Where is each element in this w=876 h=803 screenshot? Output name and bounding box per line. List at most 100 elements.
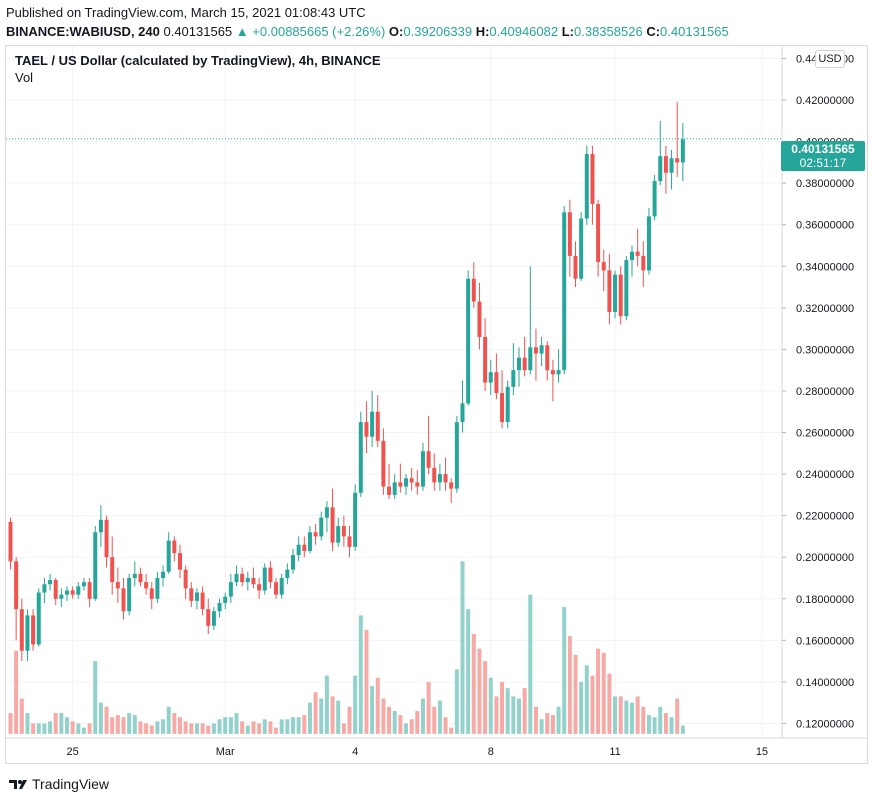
volume-bar (211, 723, 216, 734)
candle (607, 253, 612, 325)
volume-bar (65, 717, 69, 734)
brand-name: TradingView (32, 776, 110, 792)
candle-body (268, 567, 273, 583)
candle (646, 208, 651, 275)
volume-bar (302, 715, 307, 734)
volume-bar (336, 700, 341, 734)
x-tick-label: Mar (216, 746, 235, 758)
candle (31, 609, 36, 651)
candle (618, 266, 623, 325)
volume-bar (347, 706, 352, 734)
candle-body (426, 451, 431, 468)
volume-bars (8, 561, 685, 734)
candle (93, 526, 98, 601)
candle (398, 463, 403, 493)
candle (268, 561, 273, 589)
close-label: C: (646, 24, 661, 39)
volume-bar (443, 717, 448, 734)
volume-bar (104, 706, 109, 734)
chart-title-block: TAEL / US Dollar (calculated by TradingV… (15, 52, 381, 86)
candle (663, 145, 668, 194)
candle (522, 336, 527, 377)
volume-bar (517, 698, 521, 734)
volume-bar (307, 702, 312, 734)
y-tick-label: 0.24000000 (796, 469, 854, 481)
volume-bar (14, 650, 19, 734)
candle (477, 282, 482, 350)
volume-bar (110, 717, 115, 734)
candle (471, 262, 476, 308)
candle (381, 428, 386, 495)
candle-body (211, 611, 216, 626)
candle-body (110, 557, 115, 583)
candle (296, 536, 301, 562)
volume-bar (358, 615, 363, 734)
candle-body (618, 274, 623, 317)
volume-bar (36, 723, 41, 734)
volume-bar (635, 696, 640, 734)
candle (76, 582, 81, 599)
candle (291, 548, 295, 574)
volume-bar (228, 717, 233, 734)
candle-body (98, 519, 103, 533)
volume-bar (93, 661, 98, 734)
volume-bar (641, 706, 646, 734)
candle-body (494, 372, 499, 394)
volume-bar (115, 715, 120, 734)
candle-body (630, 251, 634, 261)
candle (539, 336, 544, 367)
candle (590, 145, 595, 225)
candle-body (680, 139, 685, 163)
candle-body (545, 345, 550, 371)
candle (274, 577, 279, 599)
candle-body (223, 596, 228, 603)
volume-bar (449, 727, 454, 734)
candle-body (466, 278, 471, 404)
candle (302, 536, 307, 558)
candle (387, 463, 392, 500)
y-tick-label: 0.38000000 (796, 178, 854, 190)
candle-body (596, 203, 601, 263)
volume-bar (8, 713, 13, 734)
candle (680, 122, 685, 182)
candle (251, 567, 256, 589)
candle (189, 582, 194, 608)
candle (500, 370, 505, 429)
candle (630, 245, 634, 277)
chart-frame (5, 45, 868, 764)
volume-bar (680, 725, 685, 734)
volume-bar (494, 696, 499, 734)
last-price: 0.40131565 (163, 24, 233, 39)
volume-bar (550, 715, 555, 734)
volume-bar (183, 721, 188, 734)
volume-bar (19, 698, 24, 734)
volume-bar (53, 713, 58, 734)
footer-brand[interactable]: TradingView (8, 775, 109, 793)
candle (200, 586, 205, 616)
volume-bar (477, 648, 482, 734)
volume-bar (257, 723, 262, 734)
volume-bar (172, 713, 177, 734)
candle-body (646, 216, 651, 271)
currency-button[interactable]: USD (815, 50, 845, 68)
candle-body (522, 357, 527, 371)
symbol-label: BINANCE:WABIUSD, 240 (6, 24, 160, 39)
volume-bar (556, 706, 561, 734)
change-arrow-icon: ▲ (235, 24, 249, 39)
candle-body (104, 519, 109, 558)
candle-body (567, 212, 572, 256)
volume-bar (132, 715, 137, 734)
candle (347, 526, 352, 558)
candle (257, 577, 262, 599)
volume-bar (127, 713, 132, 734)
y-tick-label: 0.42000000 (796, 95, 854, 107)
candle (42, 577, 47, 603)
x-tick-label: 11 (609, 746, 620, 758)
volume-bar (579, 681, 584, 734)
candle-body (460, 403, 465, 423)
candle-body (234, 573, 239, 583)
candle-body (590, 154, 595, 204)
volume-bar (291, 717, 295, 734)
candle-body (161, 571, 166, 578)
